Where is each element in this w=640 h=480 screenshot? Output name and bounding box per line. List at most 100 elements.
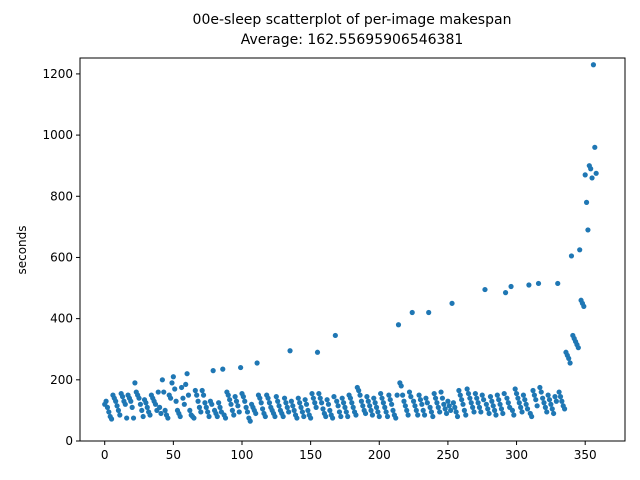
point [394,392,400,398]
point [561,406,568,412]
point [209,401,215,407]
point [530,387,536,394]
point [522,397,528,403]
point [438,389,444,395]
point [104,404,111,410]
point [387,397,393,403]
point [128,398,134,404]
point [501,390,507,397]
point [161,389,167,395]
point [566,355,572,362]
point [428,409,435,415]
point [368,407,374,414]
point [434,400,440,406]
point [233,398,240,404]
point [235,403,241,409]
point [130,415,137,421]
point [220,366,226,372]
point [405,412,411,418]
point [132,380,138,386]
point [157,404,163,410]
point [147,412,153,418]
point [325,401,332,407]
point [276,403,282,409]
point [316,390,322,397]
point [386,392,392,398]
point [259,406,266,412]
point [453,409,459,415]
point [124,415,130,421]
point [373,404,380,410]
point [165,415,171,421]
point [323,413,329,420]
point [442,406,448,412]
point [298,404,304,410]
point [206,413,212,420]
y-tick-label: 0 [65,434,73,448]
point [449,300,455,306]
point [210,368,216,374]
point [228,401,234,407]
point [537,384,543,391]
point [552,394,558,400]
x-tick-label: 150 [299,448,322,462]
point [338,413,344,420]
point [448,407,454,414]
point [516,400,522,406]
point [541,400,547,406]
point [139,407,145,414]
point [577,247,583,253]
point [450,400,457,406]
point [383,409,389,415]
point [312,400,318,406]
point [232,394,238,400]
point [159,377,165,383]
point [475,400,481,406]
point [347,395,354,401]
point [309,390,315,397]
x-tick-label: 350 [574,448,597,462]
point [317,395,323,401]
point [408,394,414,400]
point [380,400,386,406]
point [494,392,500,398]
point [349,400,355,406]
point [203,404,209,410]
point [478,409,484,415]
point [275,398,281,404]
chart-subtitle: Average: 162.55695906546381 [241,32,464,48]
point [362,410,369,417]
point [129,404,135,410]
point [358,398,365,404]
point [253,410,259,417]
point [305,407,311,414]
point [199,387,205,394]
point [519,409,525,415]
point [471,409,477,415]
point [406,389,413,395]
point [155,389,161,395]
point [345,413,351,420]
point [523,401,529,407]
point [183,381,189,388]
chart-title: 00e-sleep scatterplot of per-image makes… [193,12,512,28]
point [162,407,168,414]
point [589,175,595,181]
x-tick-label: 0 [101,448,109,462]
point [301,413,307,420]
point [236,409,242,415]
point [192,387,198,394]
point [470,404,476,410]
point [465,390,472,397]
point [459,397,465,403]
point [393,415,399,421]
y-tick-label: 400 [50,312,73,326]
point [324,397,330,403]
point [441,401,447,407]
point [136,395,142,401]
point [546,397,553,403]
point [486,410,492,417]
point [538,389,544,395]
point [231,412,237,418]
point [443,410,450,417]
